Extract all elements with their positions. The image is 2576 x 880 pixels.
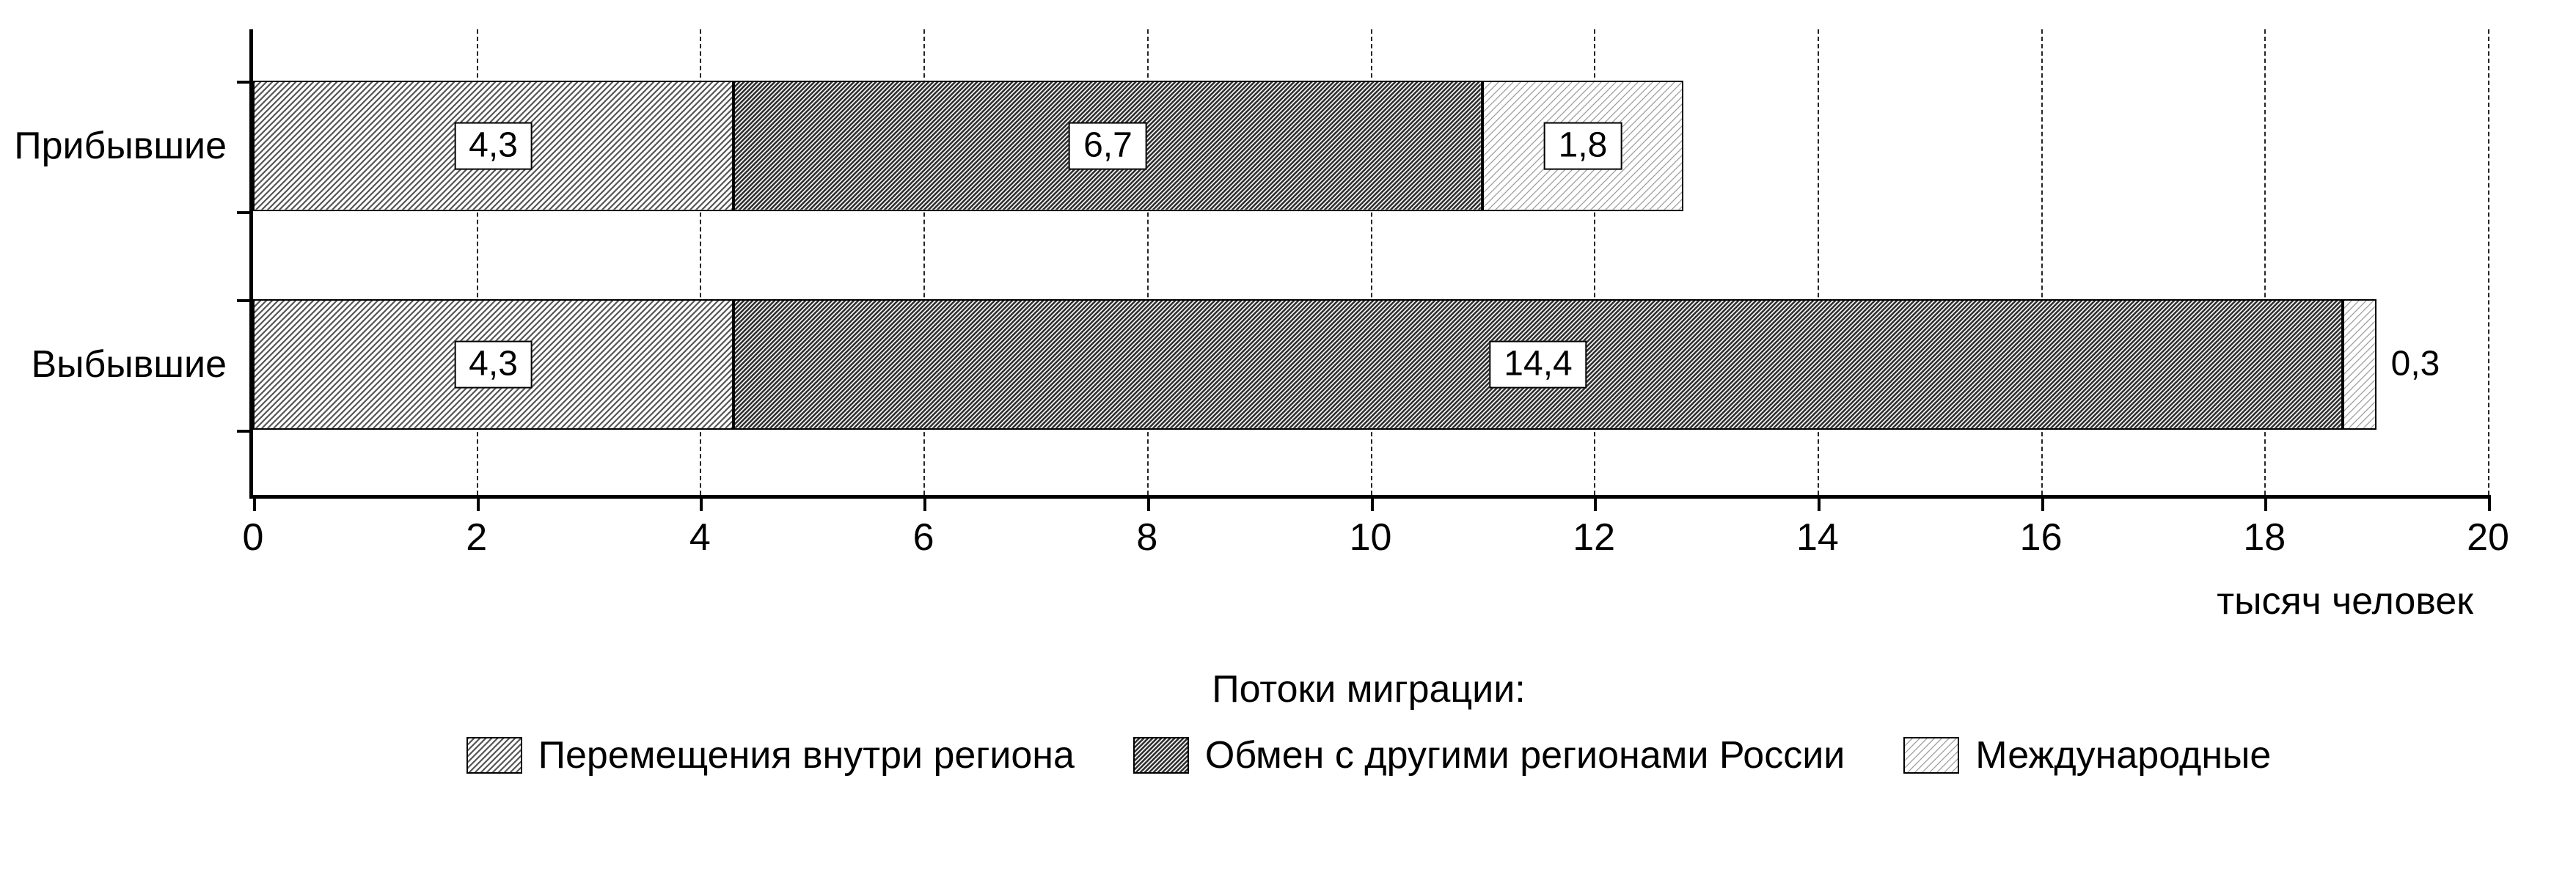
bar-row-arrived: Прибывшие4,36,71,8 xyxy=(253,81,2488,211)
value-label-departed-inter: 14,4 xyxy=(1489,341,1587,389)
x-tick-label: 12 xyxy=(1573,495,1615,560)
y-tick xyxy=(237,81,253,84)
legend-label-intl: Международные xyxy=(1975,733,2271,777)
x-tick-label: 16 xyxy=(2020,495,2063,560)
y-tick xyxy=(237,430,253,433)
legend: Перемещения внутри региона Обмен с другим… xyxy=(249,733,2488,777)
legend-swatch-inter xyxy=(1133,737,1189,774)
category-label-departed: Выбывшие xyxy=(31,342,253,386)
y-tick xyxy=(237,211,253,214)
legend-label-intra: Перемещения внутри региона xyxy=(538,733,1075,777)
x-tick-label: 18 xyxy=(2243,495,2286,560)
legend-label-inter: Обмен с другими регионами России xyxy=(1205,733,1845,777)
x-tick-label: 10 xyxy=(1350,495,1392,560)
value-label-departed-intl: 0,3 xyxy=(2391,345,2440,384)
y-tick xyxy=(237,299,253,302)
migration-chart: 0 2 4 6 8 10 12 14 16 18 20 Прибывшие 4,3 6,7 1,8 Выбыв… xyxy=(0,0,2576,807)
bar-row-departed: Выбывшие4,314,40,3 xyxy=(253,299,2488,430)
value-label-arrived-intl: 1,8 xyxy=(1544,122,1622,169)
value-label-arrived-inter: 6,7 xyxy=(1069,122,1147,169)
x-tick-label: 14 xyxy=(1796,495,1839,560)
legend-item-intra: Перемещения внутри региона xyxy=(466,733,1075,777)
value-label-arrived-intra: 4,3 xyxy=(454,122,533,169)
grid-line xyxy=(2488,29,2489,495)
x-tick-label: 4 xyxy=(689,495,711,560)
legend-title: Потоки миграции: xyxy=(249,667,2488,711)
legend-item-intl: Международные xyxy=(1903,733,2271,777)
x-tick-label: 2 xyxy=(466,495,487,560)
legend-swatch-intl xyxy=(1903,737,1959,774)
plot-area: 02468101214161820Прибывшие4,36,71,8Выбыв… xyxy=(249,29,2488,499)
value-label-departed-intra: 4,3 xyxy=(454,341,533,389)
category-label-arrived: Прибывшие xyxy=(14,124,253,168)
x-axis-title: тысяч человек xyxy=(249,579,2488,623)
legend-item-inter: Обмен с другими регионами России xyxy=(1133,733,1845,777)
x-tick-label: 8 xyxy=(1136,495,1157,560)
x-tick-label: 6 xyxy=(913,495,934,560)
x-tick-label: 0 xyxy=(243,495,264,560)
legend-swatch-intra xyxy=(466,737,522,774)
bar-seg-departed-intl xyxy=(2343,299,2376,430)
x-tick-label: 20 xyxy=(2467,495,2509,560)
